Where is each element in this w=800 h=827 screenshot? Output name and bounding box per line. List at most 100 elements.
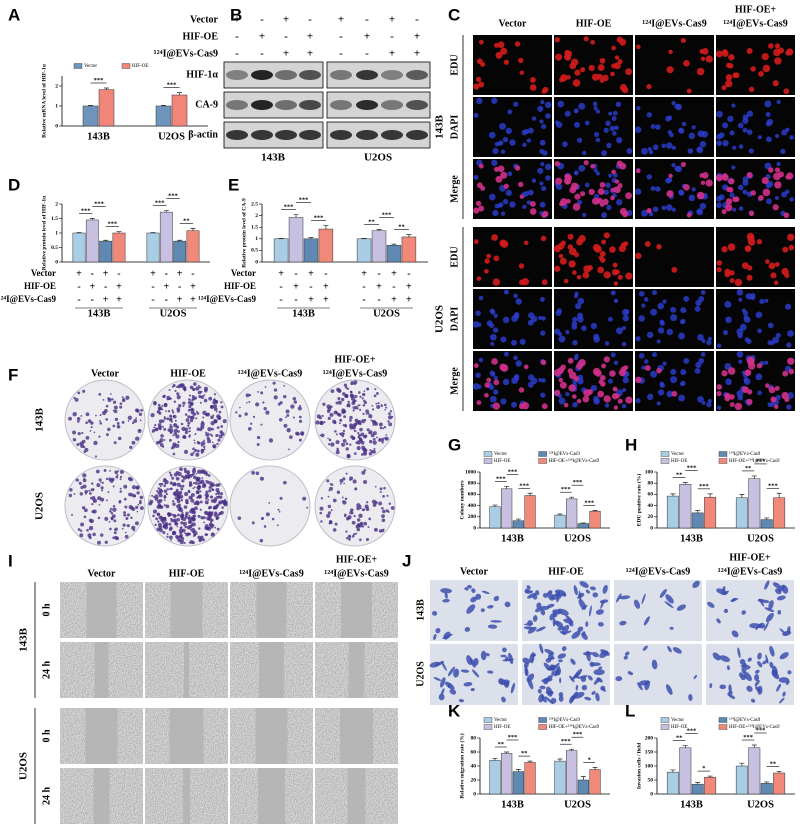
- colony: [217, 438, 221, 442]
- nucleus: [500, 149, 506, 154]
- colony: [152, 514, 155, 518]
- colony: [365, 537, 370, 542]
- column-label: HIF-OE: [548, 566, 584, 577]
- edu-cell: [493, 42, 500, 48]
- nucleus: [572, 339, 578, 346]
- condition-sign: +: [103, 294, 109, 305]
- colony: [195, 417, 198, 420]
- colony: [197, 494, 202, 499]
- x-tick-label: 143B: [680, 799, 703, 810]
- colony: [109, 527, 112, 531]
- edu-cell: [618, 369, 626, 377]
- colony: [359, 521, 364, 526]
- nucleus: [755, 311, 763, 319]
- colony: [169, 487, 173, 491]
- edu-cell: [563, 402, 569, 408]
- edu-cell: [611, 45, 616, 51]
- colony: [121, 420, 125, 424]
- nucleus: [490, 341, 495, 346]
- nucleus: [609, 125, 616, 132]
- colony: [203, 448, 206, 451]
- colony: [131, 507, 136, 511]
- colony: [184, 413, 188, 416]
- invaded-cell: [589, 661, 595, 667]
- edu-cell: [768, 386, 776, 394]
- invaded-cell: [473, 657, 479, 666]
- colony: [82, 389, 86, 393]
- edu-cell: [785, 174, 791, 180]
- error-bar: [323, 225, 329, 230]
- colony: [191, 399, 194, 402]
- invaded-cell: [616, 593, 622, 603]
- invaded-cell: [548, 590, 553, 594]
- colony: [100, 481, 102, 483]
- nucleus: [680, 380, 686, 386]
- colony: [251, 521, 255, 525]
- invaded-cell: [781, 585, 789, 594]
- y-tick-label: 60: [471, 749, 477, 755]
- bar: [501, 488, 513, 529]
- colony: [113, 441, 117, 445]
- nucleus: [603, 127, 609, 133]
- nucleus: [678, 128, 685, 134]
- colony: [381, 518, 386, 523]
- colony: [137, 428, 142, 433]
- wound-gap: [341, 582, 372, 638]
- legend-label: ¹²⁴I@EVs-Cas9: [549, 717, 581, 723]
- colony: [285, 416, 287, 419]
- edu-cell: [476, 400, 482, 405]
- colony: [318, 416, 322, 420]
- invaded-cell: [776, 595, 786, 601]
- nucleus: [646, 174, 653, 180]
- colony: [102, 398, 105, 401]
- blot-band: [275, 130, 297, 140]
- y-tick-label: 1.5: [51, 216, 58, 222]
- colony: [138, 412, 143, 416]
- edu-cell: [722, 49, 728, 55]
- colony: [185, 501, 189, 505]
- colony: [175, 476, 180, 481]
- bar: [501, 753, 513, 795]
- colony: [176, 494, 180, 499]
- colony: [260, 516, 265, 521]
- invaded-cell: [537, 688, 542, 694]
- condition-sign: -: [362, 281, 365, 292]
- legend-label: HIF-OE+¹²⁴I@EVs-Cas9: [549, 724, 600, 730]
- edu-cell: [761, 52, 769, 61]
- micrograph: [430, 644, 518, 705]
- y-tick-label: 2: [55, 83, 58, 89]
- condition-sign: -: [415, 14, 419, 26]
- colony: [218, 511, 222, 516]
- edu-cell: [569, 186, 577, 194]
- y-axis-label: Invasion cells / field: [636, 743, 642, 789]
- colony: [82, 484, 87, 489]
- colony: [179, 514, 184, 519]
- colony: [333, 410, 338, 415]
- nucleus: [582, 212, 587, 218]
- colony: [117, 436, 122, 441]
- nucleus: [473, 112, 479, 118]
- colony: [199, 508, 202, 511]
- invaded-cell: [447, 666, 456, 677]
- edu-cell: [500, 240, 509, 248]
- nucleus: [688, 132, 696, 140]
- wound-gap: [258, 768, 285, 824]
- nucleus: [722, 329, 729, 336]
- colony: [368, 414, 373, 419]
- colony: [343, 383, 348, 387]
- colony: [167, 428, 171, 432]
- error-bar: [504, 486, 510, 489]
- edu-cell: [716, 391, 722, 397]
- invaded-cell: [777, 610, 782, 615]
- nucleus: [558, 335, 566, 343]
- colony: [163, 394, 166, 398]
- edu-cell: [567, 357, 574, 364]
- colony: [90, 421, 94, 425]
- protein-label: CA-9: [195, 99, 218, 110]
- channel-label: Merge: [449, 367, 460, 395]
- nucleus: [491, 97, 498, 104]
- colony: [197, 486, 200, 489]
- nucleus: [511, 377, 518, 384]
- invaded-cell: [550, 664, 557, 671]
- colony: [381, 441, 384, 444]
